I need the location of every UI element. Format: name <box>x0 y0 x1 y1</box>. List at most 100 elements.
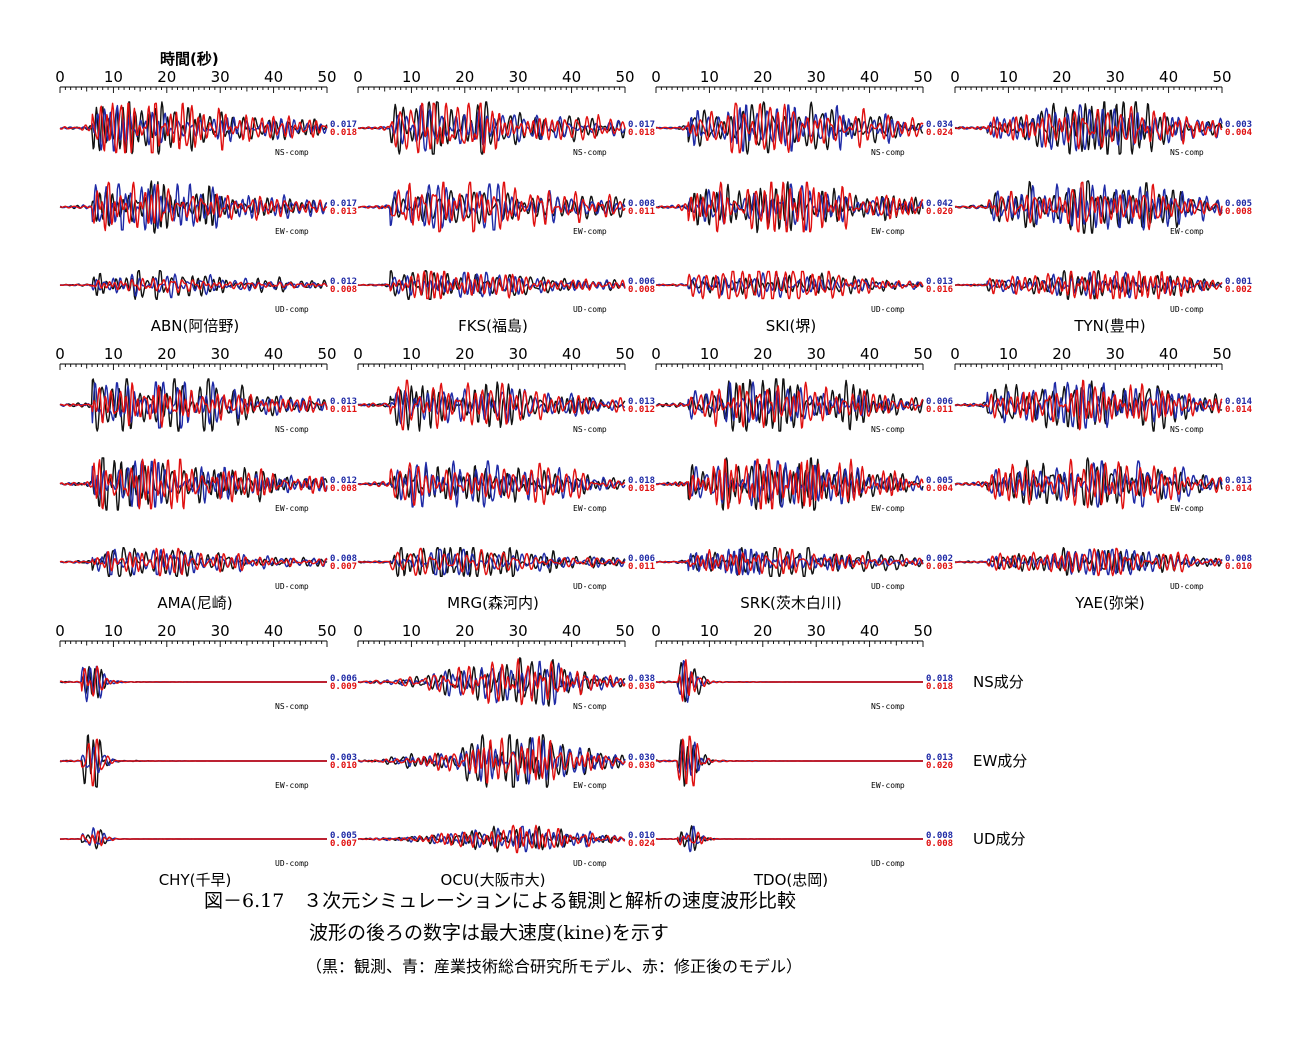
peak-value-model: 0.017 <box>330 120 357 130</box>
peak-value-revised: 0.011 <box>330 405 357 415</box>
time-tick-label: 20 <box>753 345 772 363</box>
peak-value-revised: 0.007 <box>330 562 357 572</box>
series-observed <box>954 180 1223 234</box>
series-revised-model <box>59 665 327 697</box>
time-tick-label: 20 <box>455 622 474 640</box>
time-axis: 0 10 20 30 40 50 <box>55 68 337 93</box>
series-revised-model <box>59 102 328 154</box>
time-tick-label: 50 <box>913 622 932 640</box>
station-panel: 0 10 20 30 40 500.0170.018NS-comp0.0080.011EW… <box>353 68 655 335</box>
peak-value-revised: 0.007 <box>330 839 357 849</box>
peak-value-model: 0.005 <box>330 831 357 841</box>
peak-value-revised: 0.002 <box>1225 285 1252 295</box>
series-revised-model <box>59 181 328 232</box>
peak-value-model: 0.006 <box>628 554 655 564</box>
peak-value-revised: 0.008 <box>926 839 953 849</box>
time-tick-label: 30 <box>1106 68 1125 86</box>
series-aist-model <box>357 548 626 576</box>
figure-caption-legend: （黒：観測、青：産業技術総合研究所モデル、赤：修正後のモデル） <box>306 957 803 976</box>
time-tick-label: 40 <box>860 622 879 640</box>
component-tag: NS-comp <box>275 148 309 157</box>
series-aist-model <box>59 460 328 508</box>
time-tick-label: 30 <box>509 345 528 363</box>
series-revised-model <box>357 735 626 784</box>
component-tag: NS-comp <box>275 425 309 434</box>
series-aist-model <box>655 272 924 298</box>
series-revised-model <box>954 379 1223 431</box>
component-tag: UD-comp <box>871 582 905 591</box>
time-tick-label: 20 <box>455 68 474 86</box>
component-tag: UD-comp <box>275 859 309 868</box>
time-axis: 0 10 20 30 40 50 <box>651 68 933 93</box>
peak-value-model: 0.018 <box>628 476 655 486</box>
series-revised-model <box>656 270 924 300</box>
series-revised-model <box>357 824 626 854</box>
series-revised-model <box>59 547 328 577</box>
peak-value-model: 0.018 <box>926 674 953 684</box>
time-tick-label: 40 <box>562 622 581 640</box>
time-tick-label: 20 <box>455 345 474 363</box>
station-label: TYN(豊中) <box>1073 317 1145 335</box>
peak-value-revised: 0.011 <box>628 562 655 572</box>
peak-value-revised: 0.003 <box>926 562 953 572</box>
peak-value-model: 0.008 <box>628 199 655 209</box>
station-label: YAE(弥栄) <box>1074 594 1144 612</box>
peak-value-revised: 0.008 <box>1225 207 1252 217</box>
component-tag: EW-comp <box>275 504 309 513</box>
peak-value-model: 0.001 <box>1225 277 1252 287</box>
peak-value-model: 0.034 <box>926 120 954 130</box>
peak-value-revised: 0.010 <box>1225 562 1252 572</box>
series-aist-model <box>357 737 626 785</box>
time-tick-label: 0 <box>353 345 363 363</box>
peak-value-revised: 0.008 <box>330 484 357 494</box>
peak-value-model: 0.013 <box>1225 476 1252 486</box>
time-tick-label: 50 <box>1212 345 1231 363</box>
peak-value-revised: 0.030 <box>628 761 655 771</box>
time-tick-label: 0 <box>651 622 661 640</box>
peak-value-revised: 0.004 <box>926 484 954 494</box>
series-revised-model <box>655 547 924 576</box>
time-tick-label: 50 <box>317 622 336 640</box>
series-revised-model <box>954 105 1223 150</box>
series-revised-model <box>59 830 327 847</box>
peak-value-revised: 0.016 <box>926 285 953 295</box>
peak-value-model: 0.003 <box>330 753 357 763</box>
series-observed <box>655 378 924 432</box>
time-tick-label: 30 <box>1106 345 1125 363</box>
time-tick-label: 20 <box>157 622 176 640</box>
series-aist-model <box>60 548 328 576</box>
peak-value-revised: 0.014 <box>1225 484 1253 494</box>
peak-value-revised: 0.008 <box>628 285 655 295</box>
component-tag: NS-comp <box>871 425 905 434</box>
component-tag: EW-comp <box>573 227 607 236</box>
time-tick-label: 10 <box>700 345 719 363</box>
component-tag: UD-comp <box>573 305 607 314</box>
station-label: SRK(茨木白川) <box>740 594 842 612</box>
time-tick-label: 0 <box>651 68 661 86</box>
peak-value-model: 0.017 <box>330 199 357 209</box>
time-tick-label: 10 <box>402 345 421 363</box>
time-tick-label: 10 <box>700 622 719 640</box>
peak-value-model: 0.012 <box>330 277 357 287</box>
component-tag: NS-comp <box>871 148 905 157</box>
figure-caption-title: 図－6.17 ３次元シミュレーションによる観測と解析の速度波形比較 <box>204 890 796 912</box>
peak-value-model: 0.042 <box>926 199 953 209</box>
time-tick-label: 40 <box>264 622 283 640</box>
peak-value-model: 0.005 <box>926 476 953 486</box>
time-tick-label: 50 <box>913 68 932 86</box>
peak-value-revised: 0.012 <box>628 405 655 415</box>
time-tick-label: 0 <box>950 68 960 86</box>
time-tick-label: 0 <box>950 345 960 363</box>
peak-value-revised: 0.014 <box>1225 405 1253 415</box>
time-axis: 0 10 20 30 40 50 <box>55 622 337 647</box>
